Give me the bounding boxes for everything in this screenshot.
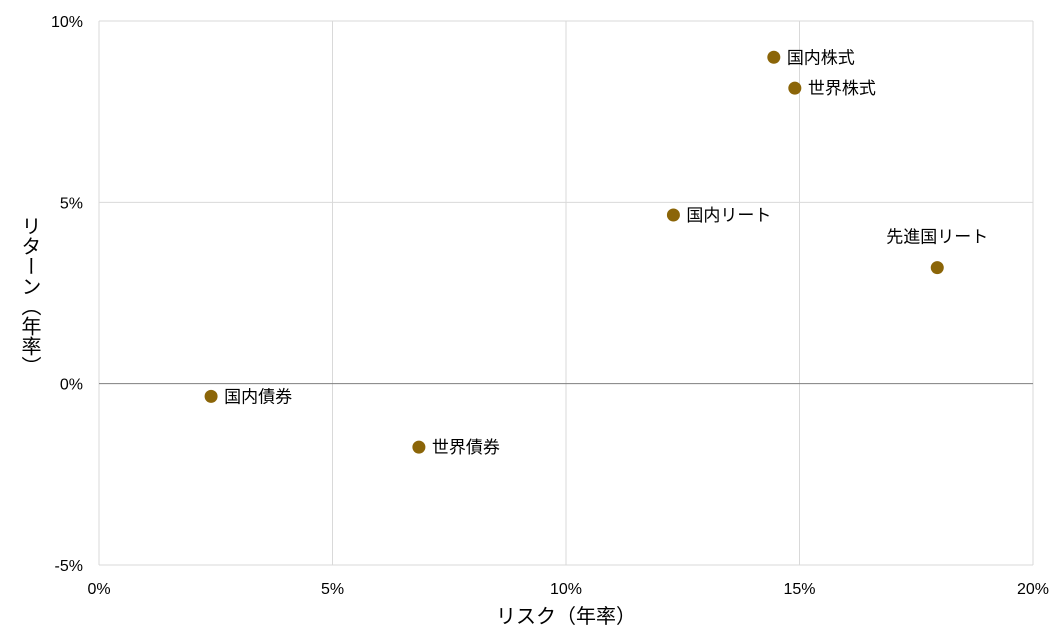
y-tick-label: 5% (60, 195, 83, 212)
y-axis-title: リターン（年率） (18, 216, 42, 376)
data-label: 世界株式 (808, 79, 876, 99)
x-tick-label: 10% (550, 581, 582, 598)
x-tick-label: 5% (321, 581, 344, 598)
data-label: 国内債券 (224, 387, 292, 407)
x-axis-title: リスク（年率） (496, 604, 636, 628)
data-point (204, 389, 218, 403)
data-label: 国内株式 (787, 48, 855, 68)
data-point (412, 440, 426, 454)
y-tick-label: 10% (51, 14, 83, 31)
y-tick-label: -5% (55, 558, 83, 575)
tick-labels: 0% 5% 10% 15% 20%-5%0%5%10% (51, 14, 1049, 598)
data-point (666, 208, 680, 222)
x-tick-label: 20% (1017, 581, 1049, 598)
data-label: 国内リート (686, 206, 771, 226)
grid-lines (98, 20, 1034, 566)
data-label: 世界債券 (432, 438, 500, 458)
data-label: 先進国リート (886, 228, 988, 248)
y-tick-label: 0% (60, 377, 83, 394)
x-tick-label: 15% (783, 581, 815, 598)
data-point (788, 81, 802, 95)
data-point (767, 50, 781, 64)
x-tick-label: 0% (87, 581, 110, 598)
data-point (930, 261, 944, 275)
